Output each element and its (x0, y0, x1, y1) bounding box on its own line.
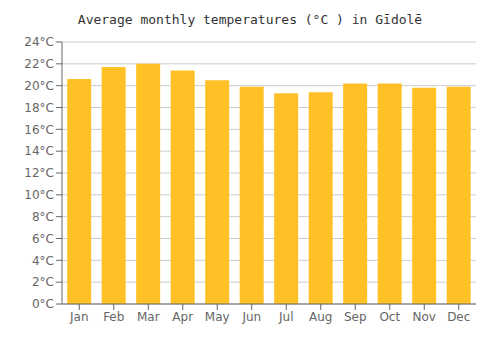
svg-text:14°C: 14°C (24, 144, 54, 158)
svg-text:8°C: 8°C (32, 210, 54, 224)
html-text:Average monthly temperatures (: Average monthly temperatures (°C ) in Gī… (77, 12, 423, 27)
svg-text:4°C: 4°C (32, 254, 54, 268)
svg-text:22°C: 22°C (24, 57, 54, 71)
svg-text:10°C: 10°C (24, 188, 54, 202)
svg-text:Jan: Jan (69, 310, 89, 324)
svg-text:Dec: Dec (447, 310, 470, 324)
svg-text:Oct: Oct (379, 310, 400, 324)
svg-text:6°C: 6°C (32, 232, 54, 246)
svg-text:Nov: Nov (413, 310, 436, 324)
svg-text:Jun: Jun (241, 310, 261, 324)
svg-text:Feb: Feb (103, 310, 124, 324)
svg-text:Sep: Sep (344, 310, 367, 324)
svg-text:Mar: Mar (137, 310, 160, 324)
svg-text:18°C: 18°C (24, 101, 54, 115)
svg-text:16°C: 16°C (24, 123, 54, 137)
svg-text:Apr: Apr (172, 310, 193, 324)
svg-text:0°C: 0°C (32, 297, 54, 311)
svg-text:24°C: 24°C (24, 35, 54, 49)
svg-text:12°C: 12°C (24, 166, 54, 180)
svg-text:May: May (205, 310, 230, 324)
svg-text:Jul: Jul (278, 310, 293, 324)
svg-text:20°C: 20°C (24, 79, 54, 93)
svg-text:2°C: 2°C (32, 275, 54, 289)
svg-text:Aug: Aug (309, 310, 332, 324)
